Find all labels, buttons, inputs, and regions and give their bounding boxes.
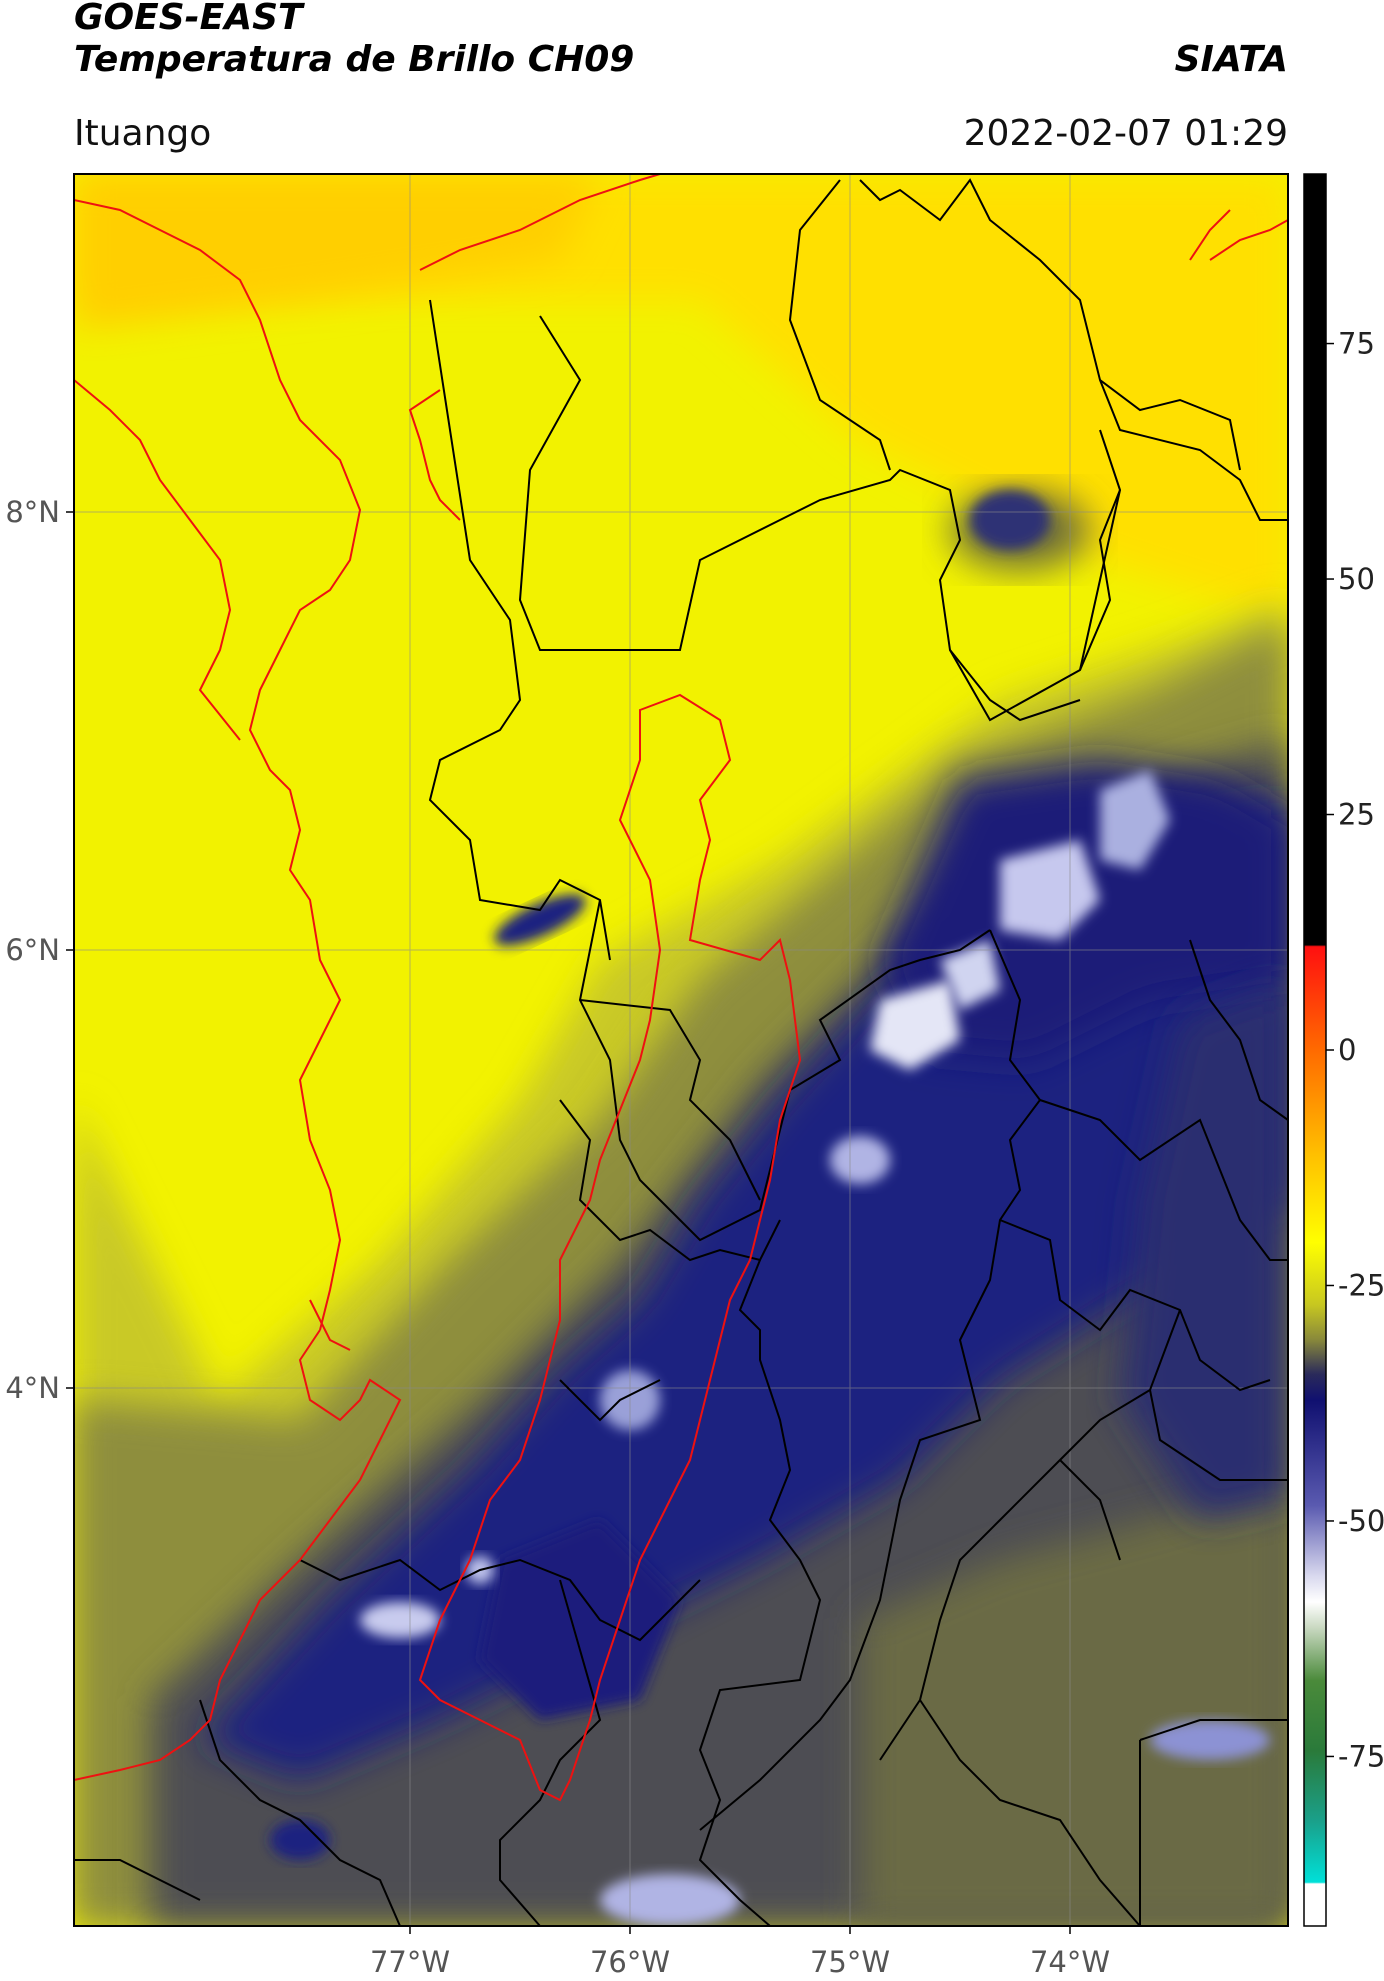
lon-tick-label: 77°W [370, 1945, 450, 1979]
colorbar-tick-label: -50 [1338, 1504, 1384, 1538]
colorbar-ticks: 75 50 25 0 -25 -50 -75 [1326, 327, 1384, 1773]
black-admin-borders [74, 178, 1288, 1926]
colorbar-tick-label: -25 [1338, 1268, 1384, 1302]
timestamp-label: 2022-02-07 01:29 [963, 113, 1288, 154]
lon-tick-label: 75°W [810, 1945, 890, 1979]
lon-tick-label: 76°W [590, 1945, 670, 1979]
longitude-ticks: 77°W 76°W 75°W 74°W [370, 1926, 1110, 1979]
lon-tick-label: 74°W [1030, 1945, 1110, 1979]
latitude-ticks: 8°N 6°N 4°N [5, 495, 74, 1405]
map-frame [73, 173, 1289, 1927]
red-coastline-and-basin [74, 174, 1288, 1802]
product-title: GOES-EAST [74, 0, 303, 38]
colorbar-tick-label: 50 [1338, 562, 1375, 596]
location-label: Ituango [74, 113, 212, 154]
brightness-temperature-field [74, 174, 1288, 1926]
lat-tick-label: 4°N [5, 1371, 60, 1405]
lat-tick-label: 8°N [5, 495, 60, 529]
colorbar [1304, 174, 1326, 1926]
brand-label: SIATA [1174, 39, 1288, 80]
lat-tick-label: 6°N [5, 933, 60, 967]
colorbar-tick-label: 75 [1338, 327, 1375, 361]
colorbar-tick-label: 25 [1338, 798, 1375, 832]
product-subtitle: Temperatura de Brillo CH09 [74, 39, 635, 80]
colorbar-tick-label: -75 [1338, 1739, 1384, 1773]
colorbar-tick-label: 0 [1338, 1033, 1356, 1067]
gridlines [74, 174, 1288, 1926]
